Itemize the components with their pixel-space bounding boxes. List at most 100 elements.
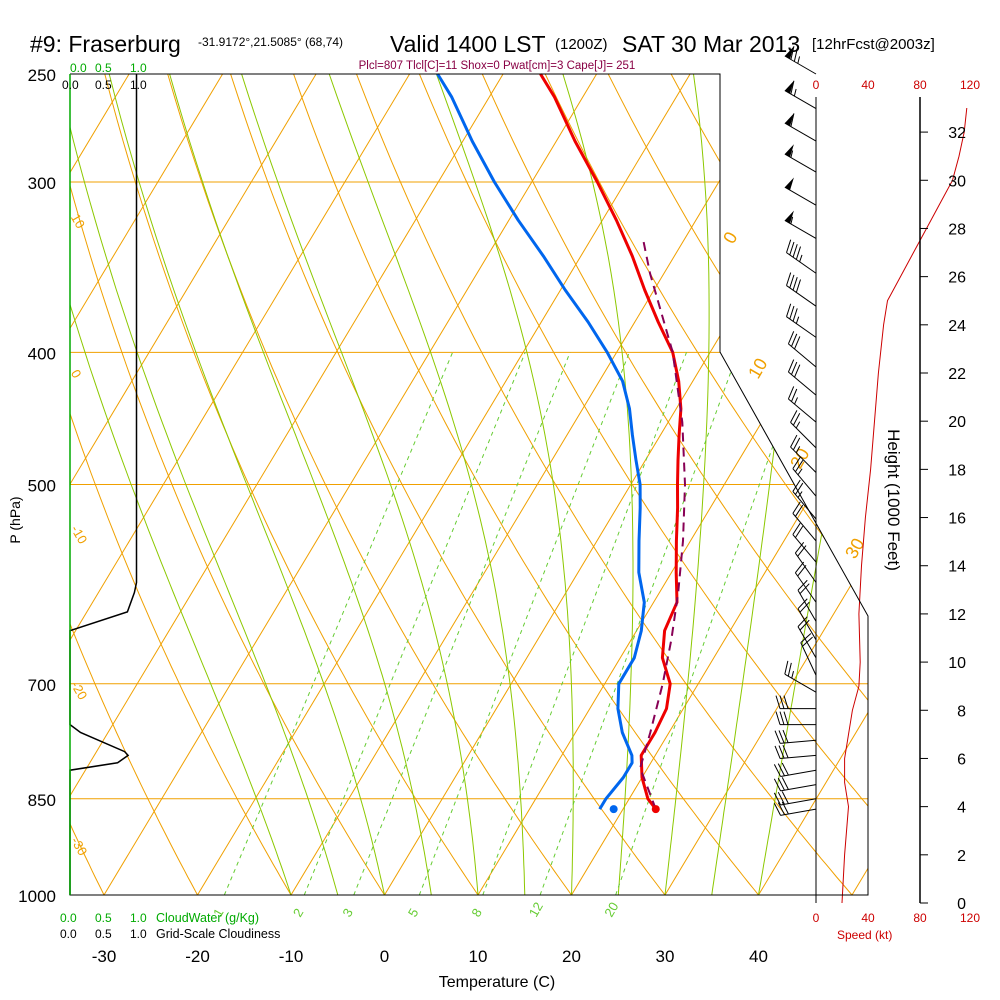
moist-adiabat	[169, 74, 432, 895]
wind-barb-full	[778, 745, 785, 759]
wind-barb-flag	[784, 113, 794, 127]
y-axis-label: P (hPa)	[7, 496, 23, 543]
wind-barb-full	[782, 745, 789, 759]
wind-barb-full	[794, 336, 801, 350]
temperature-tick-30: 30	[656, 947, 675, 966]
wind-barb-flag	[784, 46, 794, 59]
dry-adiabat	[284, 74, 783, 895]
wind-barb	[792, 522, 817, 563]
isotherm	[70, 74, 224, 895]
wind-barb-staff	[788, 371, 817, 396]
speed-top-tick-40: 40	[861, 78, 875, 92]
cloudwater-tick-1: 1.0	[130, 61, 147, 75]
dry-adiabat-label: 30	[841, 535, 868, 562]
cloudiness-tick-05: 0.5	[95, 78, 112, 92]
moist-adiabat	[70, 74, 339, 895]
mixing-ratio-line-12	[539, 352, 739, 895]
wind-barb-full	[789, 305, 795, 320]
wind-barb-full	[777, 802, 785, 815]
height-tick-6: 6	[957, 751, 966, 768]
wind-barb-full	[797, 565, 807, 577]
pressure-tick-1000: 1000	[18, 887, 56, 906]
surface-dewpoint-marker	[609, 805, 618, 814]
mixing-ratio-line-8	[482, 352, 687, 895]
wind-barb-full	[781, 777, 789, 790]
wind-barb	[784, 177, 817, 206]
wind-barb	[797, 579, 817, 622]
isotherm	[103, 74, 598, 895]
wind-barb-full	[792, 308, 798, 322]
wind-barb-full	[790, 80, 795, 95]
wind-barb	[792, 456, 817, 497]
wind-barb-full	[791, 361, 798, 375]
moist-adiabat	[108, 74, 385, 895]
wind-barb-full	[799, 583, 810, 594]
wind-barb-half	[795, 316, 800, 324]
mixing-ratio-line-2	[303, 352, 526, 895]
wind-barb-full	[777, 777, 785, 791]
mixing-ratio-label-20: 20	[601, 899, 621, 919]
wind-barb-staff	[780, 808, 817, 816]
dry-adiabat	[70, 74, 214, 895]
temperature-tick-20: 20	[562, 947, 581, 966]
wind-barb-full	[775, 695, 781, 709]
forecast-info: [12hrFcst@2003z]	[812, 36, 935, 53]
height-tick-18: 18	[948, 462, 966, 479]
mixing-ratio-line-5	[418, 352, 630, 895]
isotherm	[664, 74, 868, 895]
wind-barb-full	[777, 763, 785, 776]
wind-barb-half	[790, 150, 794, 158]
height-tick-20: 20	[948, 414, 966, 431]
dry-adiabat	[595, 74, 868, 895]
wind-barb-full	[790, 434, 798, 448]
wind-barb-full	[787, 359, 795, 373]
isotherm	[477, 74, 868, 895]
wind-barb-full	[792, 456, 801, 469]
wind-barb-full	[795, 246, 801, 260]
cloudiness-bottom-tick-0: 0.0	[60, 927, 77, 941]
cloudwater-bottom-tick-1: 1.0	[130, 911, 147, 925]
wind-barb-full	[777, 791, 785, 805]
wind-barb-full	[799, 601, 810, 613]
dry-adiabat-label: 0	[719, 228, 741, 247]
wind-barb-full	[797, 598, 808, 610]
wind-barb-flag	[784, 210, 794, 224]
wind-barb-full	[773, 792, 781, 806]
wind-barb-full	[797, 616, 808, 627]
wind-barb-full	[794, 561, 805, 574]
dry-adiabat	[0, 50, 24, 924]
wind-barb-staff	[786, 316, 817, 338]
dry-adiabat	[70, 74, 309, 895]
wind-barb-full	[779, 711, 785, 725]
wind-barb	[784, 660, 817, 693]
wind-barb-staff	[784, 90, 817, 109]
wind-barb	[786, 239, 817, 274]
wind-barb-half	[790, 216, 794, 225]
wind-barb-half	[791, 670, 795, 679]
wind-barb-full	[795, 525, 804, 538]
wind-barb	[792, 501, 817, 542]
wind-barb-full	[795, 482, 804, 495]
valid-time: Valid 1400 LST	[390, 31, 546, 57]
wind-barb-full	[797, 579, 808, 591]
temperature-tick-0: 0	[380, 947, 389, 966]
valid-zulu: (1200Z)	[555, 36, 608, 53]
wind-barb-staff	[784, 153, 817, 173]
wind-barb-full	[787, 331, 795, 345]
wind-barb	[794, 541, 817, 583]
wind-barb	[775, 695, 816, 710]
wind-barb-staff	[797, 589, 817, 622]
wind-barb-full	[773, 803, 781, 816]
dry-adiabat-label: 10	[744, 355, 771, 382]
wind-barb-full	[781, 791, 789, 804]
wind-barb-full	[787, 386, 795, 400]
wind-barb-half	[799, 254, 803, 262]
wind-barb-full	[791, 333, 798, 347]
wind-barb	[784, 80, 817, 109]
pressure-tick-850: 850	[28, 791, 56, 810]
wind-barb-full	[775, 711, 781, 725]
moist-adiabat	[328, 74, 526, 895]
wind-barb-full	[790, 410, 798, 423]
height-tick-24: 24	[948, 318, 966, 335]
